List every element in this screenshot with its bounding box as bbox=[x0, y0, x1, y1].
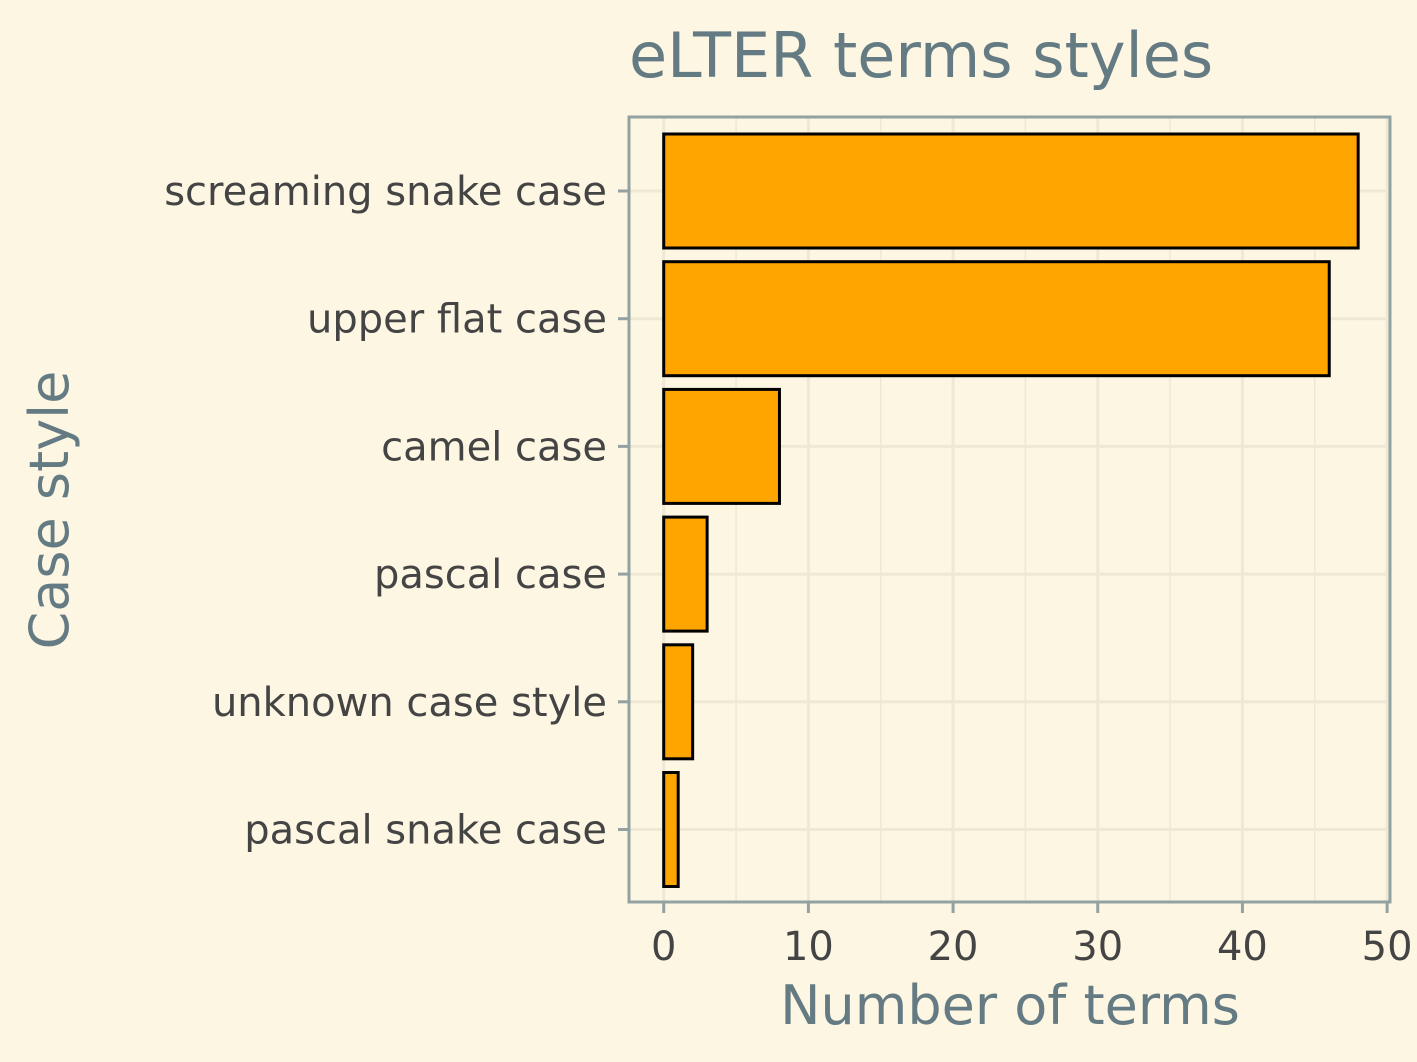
x-tick-label: 50 bbox=[1362, 924, 1413, 970]
y-tick-label: upper flat case bbox=[307, 297, 607, 343]
chart-title: eLTER terms styles bbox=[629, 19, 1213, 92]
axis-ticks: screaming snake case upper flat case camel… bbox=[164, 169, 1412, 970]
x-tick-label: 10 bbox=[783, 924, 834, 970]
x-tick-label: 40 bbox=[1217, 924, 1268, 970]
bar bbox=[662, 515, 709, 633]
y-tick-label: pascal snake case bbox=[244, 808, 607, 854]
bar bbox=[662, 132, 1360, 250]
bar bbox=[662, 260, 1331, 378]
y-tick-label: pascal case bbox=[374, 552, 607, 598]
x-tick-label: 0 bbox=[651, 924, 676, 970]
x-axis-title: Number of terms bbox=[780, 974, 1240, 1037]
y-axis-title: Case style bbox=[18, 371, 81, 650]
y-tick-label: camel case bbox=[381, 424, 607, 470]
panel-border bbox=[627, 115, 1392, 904]
x-tick-label: 20 bbox=[928, 924, 979, 970]
x-tick-label: 30 bbox=[1072, 924, 1123, 970]
bars bbox=[662, 132, 1360, 888]
bar bbox=[662, 643, 695, 761]
y-tick-label: screaming snake case bbox=[164, 169, 607, 215]
y-tick-label: unknown case style bbox=[212, 680, 607, 726]
bar bbox=[662, 771, 680, 888]
bar bbox=[662, 387, 781, 505]
